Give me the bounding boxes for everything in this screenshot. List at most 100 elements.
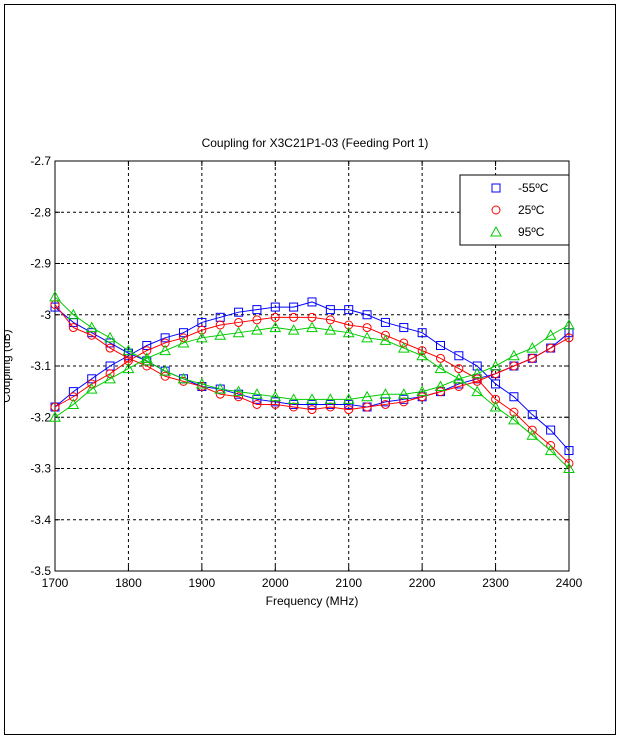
data-point xyxy=(453,372,465,384)
data-point xyxy=(269,321,282,333)
data-point xyxy=(380,399,390,409)
data-point xyxy=(214,383,227,394)
data-point xyxy=(177,336,190,348)
data-point xyxy=(105,338,115,348)
data-point xyxy=(564,458,574,468)
data-point xyxy=(140,354,153,366)
data-point xyxy=(289,399,299,409)
data-point xyxy=(270,312,280,322)
data-point xyxy=(546,425,556,435)
data-point xyxy=(289,312,299,322)
data-point xyxy=(325,399,335,409)
data-point xyxy=(527,353,537,363)
legend-box xyxy=(459,174,570,246)
legend-label: -55ºC xyxy=(518,181,549,195)
data-point xyxy=(122,344,135,356)
data-point xyxy=(546,343,556,353)
data-point xyxy=(196,331,208,343)
data-point xyxy=(416,349,428,361)
data-point xyxy=(342,393,355,404)
data-point xyxy=(252,315,262,325)
data-point xyxy=(142,346,152,356)
axis-ticks: 1700 1800 1900 2000 2100 2200 2300 2400 -2.7 -2.8… xyxy=(30,154,582,590)
data-point xyxy=(214,329,227,340)
data-point xyxy=(307,405,317,415)
data-point xyxy=(87,374,97,384)
figure-frame: Coupling for X3C21P1-03 (Feeding Port 1)… xyxy=(4,4,616,735)
data-point xyxy=(434,362,447,374)
data-point xyxy=(546,440,556,450)
data-point xyxy=(197,325,207,335)
data-point xyxy=(342,326,355,338)
y-tick-label: -3.5 xyxy=(30,564,51,578)
y-tick-label: -3 xyxy=(40,308,51,322)
data-point xyxy=(252,305,262,315)
data-point xyxy=(397,388,410,399)
legend-label: 25ºC xyxy=(518,203,545,217)
series-line xyxy=(54,316,570,464)
legend-marker xyxy=(491,183,501,193)
data-point xyxy=(509,361,519,371)
data-point xyxy=(104,331,116,343)
series-line xyxy=(54,327,570,469)
data-point xyxy=(159,344,171,356)
y-tick-label: -3.1 xyxy=(30,359,51,373)
data-point xyxy=(49,290,61,302)
data-point xyxy=(399,394,409,404)
x-tick-label: 1700 xyxy=(42,576,69,590)
data-point xyxy=(344,305,354,315)
data-point xyxy=(252,399,262,409)
series-line xyxy=(54,296,570,400)
data-point xyxy=(85,321,98,333)
data-point xyxy=(563,462,575,473)
data-point xyxy=(527,425,537,435)
data-point xyxy=(325,305,335,315)
data-point xyxy=(489,359,502,371)
data-point xyxy=(142,341,152,350)
series-line xyxy=(54,301,570,451)
y-tick-label: -3.3 xyxy=(30,462,51,476)
data-point xyxy=(67,308,80,320)
data-point xyxy=(177,372,190,384)
data-point xyxy=(104,372,116,384)
x-axis-label: Frequency (MHz) xyxy=(266,594,359,608)
data-point xyxy=(215,389,225,399)
data-point xyxy=(454,364,464,374)
data-point xyxy=(399,338,409,348)
data-point xyxy=(270,302,280,312)
data-point xyxy=(122,362,135,374)
x-tick-label: 1800 xyxy=(115,576,142,590)
data-point xyxy=(67,398,80,409)
data-point xyxy=(509,407,519,417)
coupling-chart: Coupling for X3C21P1-03 (Feeding Port 1)… xyxy=(5,136,583,608)
data-point xyxy=(179,333,188,343)
series-line xyxy=(54,304,570,411)
series-group xyxy=(49,290,575,473)
data-point xyxy=(472,361,482,371)
data-point xyxy=(68,387,78,397)
grid-lines xyxy=(55,161,569,571)
data-point xyxy=(399,323,409,333)
data-point xyxy=(234,307,244,317)
legend: -55ºC 25ºC 95ºC xyxy=(459,174,570,246)
data-point xyxy=(289,302,299,312)
x-tick-label: 1900 xyxy=(189,576,216,590)
data-point xyxy=(287,393,300,404)
data-point xyxy=(344,399,354,409)
y-tick-label: -3.4 xyxy=(30,513,51,527)
data-point xyxy=(159,365,171,376)
data-point xyxy=(362,402,372,412)
data-point xyxy=(362,323,372,333)
data-point xyxy=(471,385,484,397)
data-point xyxy=(344,320,354,330)
data-point xyxy=(123,356,133,366)
data-point xyxy=(544,444,557,456)
y-tick-label: -3.2 xyxy=(30,410,51,424)
data-point xyxy=(234,392,244,402)
data-point xyxy=(436,341,445,350)
data-point xyxy=(140,352,153,363)
data-point xyxy=(362,310,372,320)
data-point xyxy=(491,379,501,389)
data-point xyxy=(472,374,482,384)
data-point xyxy=(105,343,115,353)
